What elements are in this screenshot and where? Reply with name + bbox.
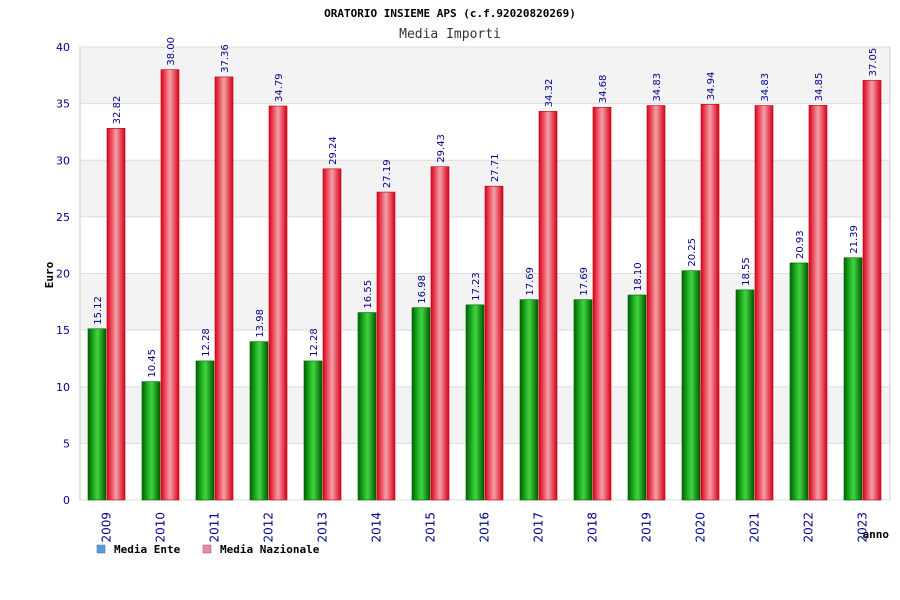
x-tick-label-2015: 2015 [424,512,438,543]
bar-media-ente-2014 [357,312,377,501]
bar-media-nazionale-2013 [322,168,342,501]
data-label: 27.19 [382,159,393,188]
bar-media-nazionale-2019 [646,105,666,501]
data-label: 20.25 [687,238,698,267]
x-tick-label-2021: 2021 [748,512,762,543]
data-label: 27.71 [490,154,501,183]
y-tick-label: 40 [56,41,70,54]
y-tick-label: 35 [56,98,70,111]
bar-media-nazionale-2022 [808,105,828,501]
x-axis-ticks: 2009 2010 2011 2012 2013 2014 2015 2016 2017 2018… [100,512,870,543]
y-tick-label: 0 [63,494,70,507]
data-label: 37.36 [220,44,231,73]
data-label: 10.45 [147,349,158,378]
data-label: 34.94 [706,72,717,101]
bar-media-ente-2010 [141,381,161,501]
bar-media-nazionale-2023 [862,80,882,501]
legend-swatch-media-ente [96,544,106,554]
x-tick-label-2013: 2013 [316,512,330,543]
data-label: 16.98 [417,275,428,304]
x-tick-label-2018: 2018 [586,512,600,543]
bar-media-ente-2017 [519,299,539,501]
bar-media-nazionale-2009 [106,128,126,501]
data-label: 16.55 [363,280,374,309]
bar-media-ente-2015 [411,307,431,501]
bar-media-nazionale-2014 [376,191,396,501]
y-tick-label: 20 [56,268,70,281]
legend-label-media-nazionale: Media Nazionale [220,543,320,556]
chart-subtitle: Media Importi [399,27,501,42]
bar-media-nazionale-2010 [160,69,180,501]
legend: Media Ente Media Nazionale [96,543,320,556]
data-label: 18.10 [633,262,644,291]
data-label: 17.69 [525,267,536,296]
y-tick-label: 5 [63,437,70,450]
y-tick-label: 15 [56,324,70,337]
data-label: 29.24 [328,136,339,165]
x-axis-label: anno [863,528,890,541]
data-label: 34.83 [760,73,771,102]
x-tick-label-2012: 2012 [262,512,276,543]
bar-media-nazionale-2021 [754,105,774,501]
x-tick-label-2009: 2009 [100,512,114,543]
y-axis-ticks: 0 5 10 15 20 25 30 35 40 [56,41,70,507]
data-label: 18.55 [741,257,752,286]
x-tick-label-2014: 2014 [370,512,384,543]
data-label: 20.93 [795,230,806,259]
data-label: 34.79 [274,73,285,102]
x-tick-label-2019: 2019 [640,512,654,543]
data-label: 21.39 [849,225,860,254]
bars-group [87,69,882,501]
y-tick-label: 30 [56,154,70,167]
data-label: 17.69 [579,267,590,296]
data-label: 37.05 [868,48,879,77]
data-label: 29.43 [436,134,447,163]
bar-media-ente-2021 [735,289,755,501]
y-axis-label: Euro [43,261,56,288]
x-tick-label-2022: 2022 [802,512,816,543]
data-label: 38.00 [166,37,177,66]
bar-media-nazionale-2016 [484,185,504,501]
bar-media-ente-2019 [627,294,647,501]
x-tick-label-2010: 2010 [154,512,168,543]
bar-media-ente-2018 [573,299,593,501]
legend-label-media-ente: Media Ente [114,543,181,556]
x-tick-label-2016: 2016 [478,512,492,543]
x-tick-label-2017: 2017 [532,512,546,543]
y-tick-label: 25 [56,211,70,224]
data-label: 13.98 [255,309,266,338]
data-label: 12.28 [201,328,212,357]
bar-media-nazionale-2012 [268,105,288,501]
bar-media-ente-2009 [87,328,107,501]
data-label: 34.68 [598,75,609,104]
bar-media-ente-2022 [789,262,809,501]
chart-title: ORATORIO INSIEME APS (c.f.92020820269) [324,7,576,20]
data-label: 32.82 [112,96,123,125]
bar-media-ente-2023 [843,257,863,501]
data-label: 34.83 [652,73,663,102]
x-tick-label-2020: 2020 [694,512,708,543]
bar-media-ente-2020 [681,270,701,501]
bar-media-nazionale-2015 [430,166,450,501]
data-label: 34.32 [544,79,555,108]
y-tick-label: 10 [56,381,70,394]
bar-media-nazionale-2011 [214,76,234,501]
bar-media-nazionale-2020 [700,104,720,501]
data-label: 34.85 [814,73,825,102]
data-label: 15.12 [93,296,104,325]
data-label: 12.28 [309,328,320,357]
data-labels-group: 15.12 32.82 10.45 38.00 12.28 37.36 13.98 34.79… [93,37,879,378]
bar-media-nazionale-2017 [538,111,558,501]
data-label: 17.23 [471,272,482,301]
bar-media-ente-2011 [195,360,215,501]
bar-media-ente-2012 [249,341,269,501]
x-tick-label-2011: 2011 [208,512,222,543]
bar-media-nazionale-2018 [592,106,612,501]
legend-swatch-media-nazionale [202,544,212,554]
x-tick-label-2023: 2023 [856,512,870,543]
bar-media-ente-2016 [465,304,485,501]
bar-media-ente-2013 [303,360,323,501]
